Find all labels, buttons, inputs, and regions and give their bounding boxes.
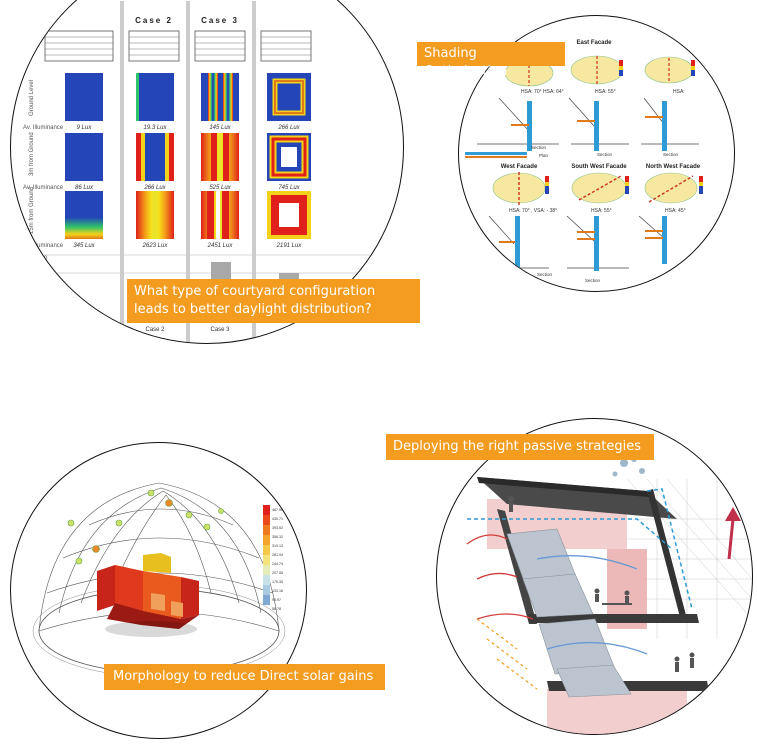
legend-v9: 170.35 (272, 580, 283, 584)
passive-title-text: Deploying the right passive strategies (393, 439, 642, 454)
legend-v1: 467.90 (272, 508, 283, 512)
legend-v5: 319.13 (272, 544, 283, 548)
facade-east: East Facade (576, 40, 612, 46)
morphology-study-figure: 467.90 430.71 393.52 356.32 319.13 281.9… (32, 482, 286, 678)
plan-label: Plan (539, 153, 549, 158)
legend-v2: 430.71 (272, 517, 283, 521)
courtyard-question-label: What type of courtyard configuration lea… (127, 279, 420, 323)
illum-r1-c2: 19.3 Lux (143, 125, 167, 131)
illum-r1-c1: 9 Lux (77, 125, 93, 131)
illum-r3-c2: 2623 Lux (142, 243, 169, 249)
row-label-ground: Ground Level (29, 80, 35, 116)
section-label-3: Section (663, 152, 679, 157)
passive-study-circle (436, 418, 753, 735)
legend-v8: 207.55 (272, 571, 283, 575)
shading-title-text: Shading Optimization (424, 46, 508, 79)
shading-study-figure: East Facade HSA: 70° HSA: 64° HSA: 55° H… (465, 40, 703, 283)
angle-6: HSA: 45° (665, 208, 686, 214)
metric-label-r3: Av. Illuminance (23, 243, 64, 249)
illum-r1-c3: 145 Lux (209, 125, 231, 131)
row-label-15m: 15m from Ground (29, 187, 35, 234)
illum-r3-c3: 2451 Lux (207, 243, 234, 249)
case-header-3: Case 3 (201, 16, 239, 25)
section-label-2: Section (597, 152, 613, 157)
y-tick-2000: 2000 (34, 256, 48, 262)
morphology-title-text: Morphology to reduce Direct solar gains (113, 669, 374, 684)
morphology-title-label: Morphology to reduce Direct solar gains (104, 664, 385, 690)
section-label-4: Section (537, 272, 553, 277)
metric-label-r2: Av. Illuminance (23, 185, 64, 191)
illum-r2-c2: 266 Lux (143, 185, 166, 191)
legend-v4: 356.32 (272, 535, 283, 539)
illum-r2-c3: 525 Lux (209, 185, 231, 191)
illum-r1-c4: 266 Lux (277, 125, 300, 131)
legend-v11: 95.97 (272, 598, 281, 602)
bar-case-1 (83, 316, 99, 326)
row-label-3m: 3m from Ground (29, 132, 35, 176)
illum-r2-c1: 86 Lux (75, 185, 94, 191)
angle-4: HSA: 70° , VSA: - 38° (509, 208, 557, 214)
legend-v3: 393.52 (272, 526, 283, 530)
bottom-label-case-3: Case 3 (210, 327, 230, 333)
illum-r3-c4: 2191 Lux (276, 243, 303, 249)
legend-v7: 244.74 (272, 562, 283, 566)
angle-1: HSA: 70° HSA: 64° (521, 89, 564, 95)
passive-title-label: Deploying the right passive strategies (386, 434, 654, 460)
facade-north-west: North West Facade (646, 164, 701, 170)
facade-west: West Facade (501, 164, 538, 170)
y-tick-1500: 1500 (34, 272, 48, 278)
section-label-5: Section (585, 278, 601, 283)
angle-2: HSA: 55° (595, 89, 616, 95)
illum-r2-c4: 745 Lux (278, 185, 300, 191)
case-header-2: Case 2 (135, 16, 173, 25)
section-label-1: Section (531, 145, 547, 150)
legend-v10: 133.16 (272, 589, 283, 593)
legend-v12: 58.78 (272, 607, 281, 611)
facade-south-west: South West Facade (571, 164, 627, 170)
morphology-study-circle: 467.90 430.71 393.52 356.32 319.13 281.9… (10, 442, 307, 739)
courtyard-question-text: What type of courtyard configuration lea… (134, 284, 376, 317)
angle-3: HSA: (673, 89, 685, 95)
legend-v6: 281.94 (272, 553, 283, 557)
angle-5: HSA: 55° (591, 208, 612, 214)
passive-study-figure (466, 456, 752, 734)
metric-label-r1: Av. Illuminance (23, 125, 64, 131)
illum-r3-c1: 345 Lux (73, 243, 95, 249)
bottom-label-case-2: Case 2 (145, 327, 165, 333)
shading-title-label: Shading Optimization (417, 42, 565, 79)
